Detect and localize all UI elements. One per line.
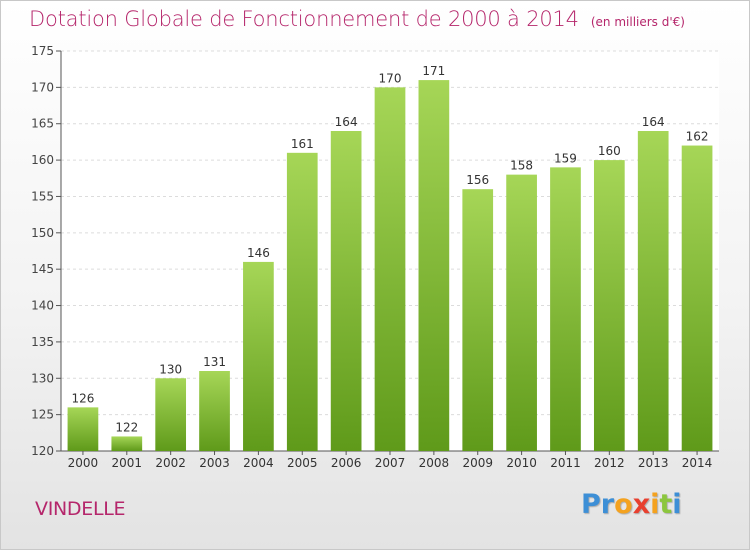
- x-tick-label: 2008: [419, 456, 450, 470]
- bar: [199, 371, 230, 451]
- x-tick-label: 2014: [682, 456, 713, 470]
- x-tick-label: 2002: [155, 456, 186, 470]
- data-label: 162: [686, 130, 709, 144]
- y-tick-label: 145: [31, 262, 54, 276]
- x-tick-label: 2012: [594, 456, 625, 470]
- bar: [506, 174, 537, 452]
- bar: [681, 145, 713, 451]
- x-tick-label: 2011: [550, 456, 581, 470]
- chart-unit: (en milliers d'€): [590, 15, 685, 29]
- proxiti-logo: Proxiti: [581, 489, 682, 520]
- x-tick-label: 2001: [112, 456, 143, 470]
- y-tick-label: 140: [31, 299, 54, 313]
- x-tick-label: 2003: [199, 456, 230, 470]
- y-tick-label: 165: [31, 117, 54, 131]
- x-tick-label: 2013: [638, 456, 669, 470]
- y-tick-label: 160: [31, 153, 54, 167]
- y-tick-label: 150: [31, 226, 54, 240]
- bar: [111, 436, 143, 451]
- bar: [243, 261, 274, 451]
- data-label: 159: [554, 151, 577, 165]
- data-label: 122: [115, 420, 138, 434]
- x-tick-label: 2006: [331, 456, 362, 470]
- data-label: 131: [203, 355, 226, 369]
- x-tick-label: 2005: [287, 456, 318, 470]
- data-label: 146: [247, 246, 270, 260]
- data-label: 171: [422, 64, 445, 78]
- x-tick-label: 2000: [68, 456, 99, 470]
- data-label: 160: [598, 144, 621, 158]
- bar: [593, 160, 625, 451]
- chart-title-block: Dotation Globale de Fonctionnement de 20…: [29, 7, 685, 31]
- y-tick-label: 135: [31, 335, 54, 349]
- y-tick-label: 175: [31, 44, 54, 58]
- data-label: 170: [379, 71, 402, 85]
- x-tick-label: 2004: [243, 456, 274, 470]
- x-tick-label: 2009: [462, 456, 493, 470]
- bar: [155, 378, 187, 451]
- x-tick-label: 2010: [506, 456, 537, 470]
- place-name: VINDELLE: [35, 498, 126, 520]
- data-label: 126: [71, 391, 94, 405]
- y-tick-label: 170: [31, 80, 54, 94]
- y-tick-label: 130: [31, 371, 54, 385]
- y-tick-label: 120: [31, 444, 54, 458]
- bar: [286, 152, 318, 451]
- y-tick-label: 125: [31, 408, 54, 422]
- data-label: 164: [642, 115, 665, 129]
- chart-title: Dotation Globale de Fonctionnement de 20…: [29, 7, 579, 31]
- bar: [374, 87, 406, 451]
- y-tick-label: 155: [31, 189, 54, 203]
- bar: [418, 80, 450, 451]
- bar: [637, 131, 669, 451]
- bar: [550, 167, 581, 451]
- x-tick-label: 2007: [375, 456, 406, 470]
- bar: [462, 189, 494, 451]
- data-label: 130: [159, 362, 182, 376]
- data-label: 164: [335, 115, 358, 129]
- data-label: 158: [510, 159, 533, 173]
- data-label: 156: [466, 173, 489, 187]
- bar: [67, 407, 99, 451]
- data-label: 161: [291, 137, 314, 151]
- bar: [330, 131, 362, 451]
